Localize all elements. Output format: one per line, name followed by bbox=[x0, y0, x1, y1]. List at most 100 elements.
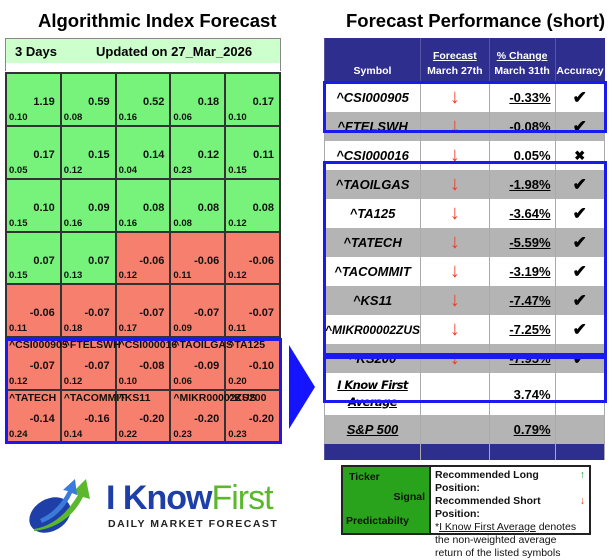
grid-cell: 0.52 0.16 bbox=[115, 73, 171, 126]
checkmark-icon: ✔ bbox=[554, 112, 606, 141]
updated-label: Updated on 27_Mar_2026 bbox=[96, 43, 253, 59]
cell-signal: 0.07 bbox=[88, 254, 110, 267]
cell-predictability: 0.08 bbox=[173, 217, 192, 229]
arrow-down-icon: ↓ bbox=[420, 199, 490, 228]
legend-note: *I Know First Average denotes the non-we… bbox=[435, 521, 577, 559]
arrow-down-icon: ↓ bbox=[420, 228, 490, 257]
cell-predictability: 0.11 bbox=[228, 323, 247, 335]
cell-predictability: 0.10 bbox=[118, 376, 138, 388]
cell-signal: 0.07 bbox=[33, 254, 55, 267]
grid-cell: ^FTELSWH -0.07 0.12 bbox=[60, 337, 121, 391]
cell-ticker: ^MIKR00002ZUS bbox=[173, 392, 257, 405]
legend-ticker: Ticker bbox=[349, 471, 380, 483]
logo-tagline: Daily Market Forecast bbox=[108, 518, 279, 530]
cell-signal: 0.15 bbox=[88, 148, 110, 161]
table-row: ^KS200 ↓ -7.95% ✔ bbox=[323, 344, 606, 373]
cell-signal: 0.17 bbox=[33, 148, 55, 161]
pointer-arrow-icon bbox=[289, 345, 315, 429]
grid-cell: ^TAOILGAS -0.09 0.06 bbox=[170, 337, 233, 391]
cell-signal: -0.20 bbox=[139, 413, 165, 426]
legend-description: Recommended Long Position: ↑ Recommended … bbox=[431, 467, 589, 559]
cell-signal: -0.07 bbox=[248, 307, 274, 320]
col-accuracy: Accuracy bbox=[554, 38, 605, 83]
checkmark-icon: ✔ bbox=[554, 170, 606, 199]
cell-signal: 0.59 bbox=[88, 96, 110, 108]
grid-cell: -0.07 0.11 bbox=[225, 284, 280, 338]
cell-predictability: 0.08 bbox=[63, 111, 83, 123]
grid-cell: 0.11 0.15 bbox=[225, 125, 280, 179]
table-row: ^TAOILGAS ↓ -1.98% ✔ bbox=[323, 170, 606, 199]
grid-cell: ^CSI000905 -0.07 0.12 bbox=[6, 337, 68, 391]
legend-long: Recommended Long Position: ↑ bbox=[435, 469, 585, 494]
col-symbol: Symbol bbox=[323, 38, 421, 83]
cell-signal: 0.12 bbox=[197, 148, 220, 161]
legend-short: Recommended Short Position: ↓ bbox=[435, 495, 585, 520]
cell-predictability: 0.15 bbox=[9, 217, 28, 229]
cell-signal: -0.09 bbox=[194, 360, 220, 373]
cell-predictability: 0.23 bbox=[173, 429, 192, 440]
grid-cell: 0.08 0.08 bbox=[170, 178, 226, 232]
grid-cell: 0.59 0.08 bbox=[60, 73, 116, 126]
grid-cell: ^CSI000016 -0.08 0.10 bbox=[115, 337, 177, 391]
cell-signal: -0.07 bbox=[139, 307, 165, 320]
right-panel-title: Forecast Performance (short) bbox=[346, 10, 606, 31]
cell-signal: 0.18 bbox=[197, 96, 220, 108]
cell-predictability: 0.11 bbox=[9, 323, 27, 335]
cell-predictability: 0.17 bbox=[118, 323, 138, 335]
arrow-down-icon: ↓ bbox=[420, 141, 490, 170]
cell-signal: -0.07 bbox=[29, 360, 55, 373]
cell-predictability: 0.15 bbox=[228, 164, 247, 176]
grid-cell: 0.08 0.16 bbox=[115, 178, 171, 232]
table-row: ^FTELSWH ↓ -0.08% ✔ bbox=[323, 112, 606, 141]
cell-predictability: 0.18 bbox=[63, 323, 83, 335]
cell-signal: -0.20 bbox=[248, 413, 274, 426]
cell-signal: -0.07 bbox=[84, 360, 110, 373]
cell-signal: -0.07 bbox=[194, 307, 220, 320]
checkmark-icon: ✔ bbox=[554, 228, 606, 257]
cell-predictability: 0.05 bbox=[9, 164, 28, 176]
cell-signal: 0.10 bbox=[33, 201, 55, 214]
checkmark-icon: ✔ bbox=[554, 286, 606, 315]
cell-predictability: 0.10 bbox=[9, 111, 28, 123]
cell-signal: -0.06 bbox=[29, 307, 55, 320]
grid-cell: -0.07 0.17 bbox=[115, 284, 171, 338]
table-row: ^TA125 ↓ -3.64% ✔ bbox=[323, 199, 606, 228]
left-panel-title: Algorithmic Index Forecast bbox=[38, 10, 277, 31]
cell-signal: -0.06 bbox=[248, 254, 274, 267]
cell-signal: 0.11 bbox=[253, 148, 274, 161]
cell-predictability: 0.12 bbox=[63, 164, 83, 176]
grid-cell: 0.09 0.16 bbox=[60, 178, 116, 232]
arrow-down-icon: ↓ bbox=[420, 170, 490, 199]
cell-signal: 1.19 bbox=[33, 96, 55, 108]
grid-cell: -0.06 0.11 bbox=[170, 231, 226, 285]
table-footer-row bbox=[323, 444, 606, 460]
legend-predictability: Predictabilty bbox=[346, 515, 410, 527]
grid-cell: 0.08 0.12 bbox=[225, 178, 280, 232]
cell-predictability: 0.14 bbox=[63, 429, 83, 440]
cell-predictability: 0.12 bbox=[228, 217, 247, 229]
cell-signal: 0.52 bbox=[142, 96, 165, 108]
cell-signal: -0.16 bbox=[84, 413, 110, 426]
performance-table: Symbol Forecast March 27th % Change March … bbox=[323, 38, 606, 460]
grid-cell: -0.06 0.11 bbox=[6, 284, 61, 338]
forecast-heatmap-grid: 1.19 0.10 0.59 0.08 0.52 0.16 0.18 0.06 0.17 0.10… bbox=[5, 72, 281, 444]
checkmark-icon: ✔ bbox=[554, 257, 606, 286]
benchmark-change: 0.79% bbox=[488, 415, 556, 444]
cell-predictability: 0.15 bbox=[9, 270, 28, 282]
cell-signal: 0.09 bbox=[88, 201, 110, 214]
cell-signal: 0.17 bbox=[252, 96, 274, 108]
cell-predictability: 0.20 bbox=[228, 376, 247, 388]
logo-wordmark: I KnowFirst bbox=[106, 479, 274, 517]
grid-cell: 0.17 0.05 bbox=[6, 125, 61, 179]
checkmark-icon: ✔ bbox=[554, 83, 606, 112]
cell-ticker: ^TAOILGAS bbox=[173, 339, 233, 352]
cross-icon: ✖ bbox=[554, 141, 606, 170]
grid-cell: ^TATECH -0.14 0.24 bbox=[6, 390, 61, 443]
checkmark-icon: ✔ bbox=[554, 199, 606, 228]
cell-predictability: 0.13 bbox=[63, 270, 83, 282]
grid-cell: -0.06 0.12 bbox=[115, 231, 171, 285]
cell-predictability: 0.12 bbox=[228, 270, 247, 282]
cell-signal: -0.06 bbox=[139, 254, 165, 267]
arrow-down-icon: ↓ bbox=[420, 315, 490, 344]
cell-predictability: 0.16 bbox=[63, 217, 83, 229]
